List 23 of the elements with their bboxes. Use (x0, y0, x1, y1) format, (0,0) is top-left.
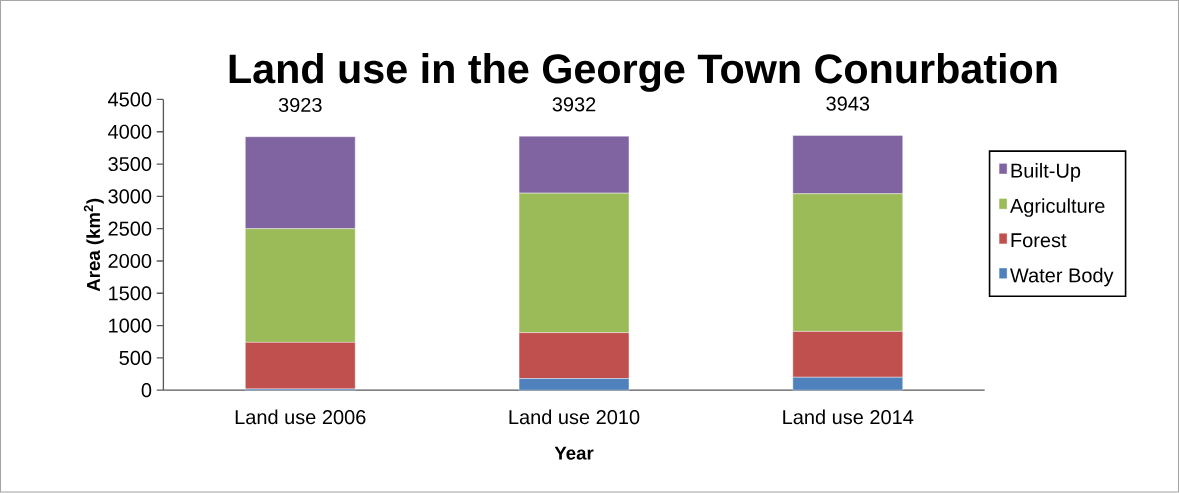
y-tick-label: 500 (119, 350, 152, 366)
total-label: 3923 (278, 98, 322, 113)
x-tick-label: Land use 2010 (509, 409, 640, 425)
y-tick-label: 3000 (108, 189, 152, 204)
total-label: 3943 (826, 96, 870, 111)
x-tick-label: Land use 2006 (235, 409, 366, 425)
y-tick-label: 0 (141, 383, 152, 398)
x-axis-title: Year (554, 446, 594, 460)
total-label: 3932 (552, 97, 596, 112)
y-tick-label: 1500 (109, 286, 152, 301)
y-tick-label: 3500 (108, 157, 152, 172)
y-tick-label: 2500 (108, 221, 152, 236)
legend-label: Water Body (1010, 267, 1114, 287)
x-tick-label: Land use 2014 (783, 409, 914, 425)
legend-label: Agriculture (1009, 198, 1105, 218)
y-axis-title: Area (km$^{2}$) (83, 198, 104, 292)
y-tick-label: 4500 (108, 92, 152, 107)
legend-label: Forest (1011, 233, 1067, 248)
y-tick-label: 4000 (108, 124, 152, 140)
y-tick-label: 1000 (109, 318, 152, 333)
chart-title: Land use in the George Town Conurbation (229, 53, 1057, 92)
y-tick-label: 2000 (108, 254, 152, 269)
legend-label: Built-Up (1011, 163, 1081, 182)
